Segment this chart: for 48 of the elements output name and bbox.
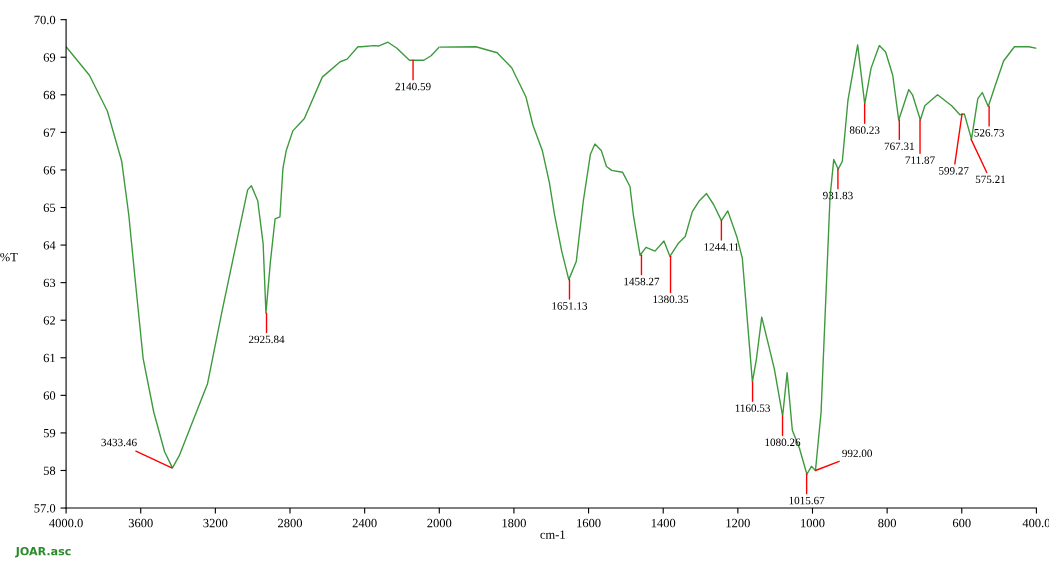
annotation: 3433.46 bbox=[101, 438, 137, 447]
y-axis-title: %T bbox=[0, 252, 18, 262]
y-tick-label: 65 bbox=[43, 203, 56, 212]
y-tick-label: 70.0 bbox=[34, 15, 56, 25]
annotation: 2140.59 bbox=[395, 82, 431, 91]
annotation: 526.73 bbox=[974, 129, 1004, 137]
x-tick-label: 1200 bbox=[726, 518, 750, 528]
annotation: 860.23 bbox=[849, 126, 880, 134]
y-tick-label: 68 bbox=[43, 90, 56, 100]
text: JOAR.asc bbox=[15, 546, 71, 558]
annotation: 575.21 bbox=[975, 175, 1006, 184]
x-tick-label: 1600 bbox=[577, 518, 601, 528]
y-tick-label: 59 bbox=[43, 428, 56, 438]
annotation: 711.87 bbox=[905, 156, 935, 164]
annotation: 992.00 bbox=[842, 449, 872, 458]
y-tick-label: 60 bbox=[43, 391, 56, 400]
y-tick-label: 58 bbox=[43, 466, 56, 475]
annotation: 1160.53 bbox=[735, 404, 770, 412]
y-tick-label: 66 bbox=[43, 166, 56, 175]
x-tick-label: 800 bbox=[878, 518, 897, 528]
y-tick-label: 67 bbox=[43, 128, 56, 137]
annotation: 1244.11 bbox=[704, 243, 739, 251]
y-tick-label: 64 bbox=[43, 241, 56, 250]
annotation: 931.83 bbox=[823, 191, 853, 200]
annotation: 1458.27 bbox=[624, 277, 660, 286]
x-tick-label: 1400 bbox=[651, 518, 676, 528]
annotation: 767.31 bbox=[884, 142, 914, 151]
x-tick-label: 1000 bbox=[801, 518, 825, 528]
x-tick-label: 1800 bbox=[502, 518, 526, 528]
y-tick-label: 57.0 bbox=[34, 504, 56, 513]
x-tick-label: 2800 bbox=[278, 518, 303, 528]
annotation: 1651.13 bbox=[552, 302, 588, 310]
x-tick-label: 2400 bbox=[352, 518, 377, 528]
x-tick-label: 3600 bbox=[128, 518, 153, 528]
y-tick-label: 69 bbox=[43, 53, 56, 62]
annotation: 1015.67 bbox=[789, 496, 825, 505]
x-tick-label: 3200 bbox=[203, 518, 228, 528]
y-tick-label: 63 bbox=[43, 278, 56, 288]
x-tick-label: 400.0 bbox=[1022, 518, 1049, 528]
annotation: 1380.35 bbox=[653, 295, 689, 304]
y-tick-label: 61 bbox=[43, 353, 55, 363]
y-tick-label: 62 bbox=[43, 316, 55, 325]
x-tick-label: 600 bbox=[952, 518, 971, 528]
x-tick-label: 2000 bbox=[427, 518, 452, 528]
x-tick-label: 4000.0 bbox=[49, 518, 83, 528]
annotation: 2925.84 bbox=[248, 335, 285, 344]
annotation: 599.27 bbox=[939, 167, 969, 175]
x-axis-title: cm-1 bbox=[540, 530, 565, 539]
